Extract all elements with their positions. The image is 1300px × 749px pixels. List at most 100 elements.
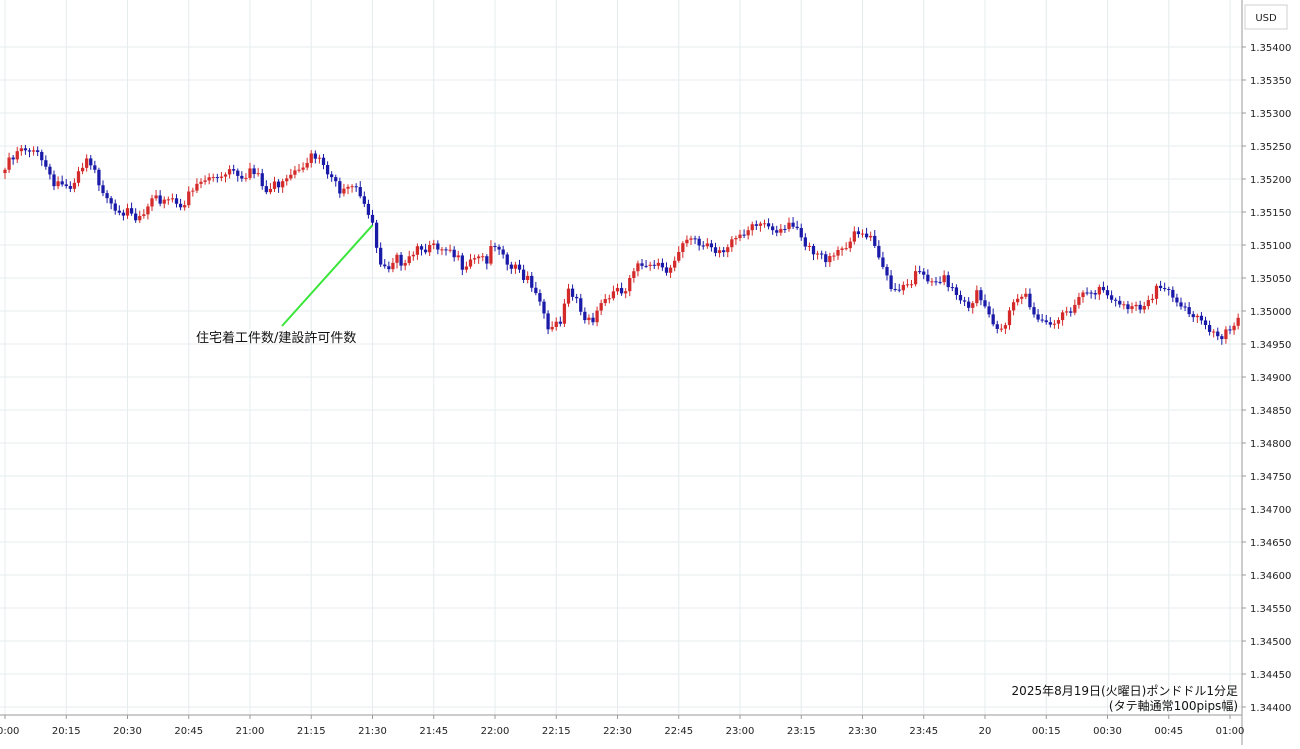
- candle-body: [493, 246, 497, 248]
- candle-body: [640, 263, 644, 266]
- candle-body: [673, 260, 677, 268]
- candle-body: [787, 222, 791, 230]
- candle-body: [113, 203, 117, 211]
- candle-body: [636, 263, 640, 272]
- candle-body: [468, 259, 473, 267]
- candle-body: [1101, 286, 1106, 291]
- candle-body: [930, 281, 934, 283]
- candle-body: [1089, 292, 1093, 294]
- candle-body: [56, 181, 60, 187]
- candle-body: [362, 196, 366, 204]
- time-tick-label: 20:15: [52, 726, 81, 737]
- price-tick-label: 1.34500: [1250, 637, 1291, 648]
- candle-body: [583, 311, 587, 321]
- candle-body: [726, 247, 730, 253]
- candle-body: [72, 182, 77, 189]
- candle-body: [677, 251, 681, 261]
- candle-body: [1028, 293, 1032, 308]
- candle-body: [619, 287, 624, 294]
- candle-body: [599, 303, 603, 311]
- candle-body: [1052, 323, 1057, 325]
- candle-body: [464, 266, 469, 270]
- candle-body: [1024, 293, 1028, 297]
- candle-body: [542, 301, 546, 314]
- price-tick-label: 1.35050: [1250, 274, 1291, 285]
- candle-body: [820, 253, 824, 255]
- candle-body: [195, 183, 199, 191]
- candle-body: [477, 256, 481, 259]
- candle-body: [1199, 315, 1204, 321]
- candle-body: [1187, 307, 1191, 315]
- time-tick-label: 20:45: [174, 726, 203, 737]
- candle-body: [526, 275, 530, 280]
- candle-body: [660, 262, 665, 268]
- candle-body: [648, 264, 652, 266]
- candle-body: [1207, 325, 1212, 332]
- candle-body: [1105, 290, 1110, 296]
- candle-body: [771, 226, 775, 231]
- candle-body: [860, 233, 865, 235]
- candle-body: [811, 245, 816, 255]
- candle-body: [485, 256, 489, 264]
- candle-body: [750, 224, 754, 231]
- time-tick-label: 23:30: [848, 726, 877, 737]
- price-tick-label: 1.34800: [1250, 439, 1291, 450]
- candle-body: [1073, 304, 1077, 313]
- candle-body: [1146, 300, 1150, 307]
- candle-body: [387, 266, 391, 270]
- candle-body: [995, 324, 999, 329]
- candle-body: [285, 178, 289, 182]
- price-tick-label: 1.35300: [1250, 109, 1291, 120]
- time-tick-label: 22:45: [664, 726, 693, 737]
- candle-body: [685, 239, 689, 244]
- candle-body: [40, 151, 44, 161]
- candle-body: [85, 158, 89, 168]
- candle-body: [828, 256, 832, 263]
- candle-body: [395, 254, 399, 263]
- candle-body: [1154, 285, 1159, 299]
- candle-body: [534, 287, 538, 294]
- candle-body: [428, 245, 432, 253]
- time-tick-label: 00:15: [1032, 726, 1061, 737]
- candle-body: [370, 214, 375, 223]
- candle-body: [236, 170, 240, 176]
- candle-body: [950, 287, 954, 289]
- candle-body: [1032, 307, 1036, 315]
- price-tick-label: 1.35150: [1250, 208, 1291, 219]
- candle-body: [664, 267, 669, 273]
- candle-body: [481, 256, 485, 258]
- candle-body: [313, 153, 317, 159]
- candle-body: [215, 177, 219, 179]
- candle-body: [844, 248, 848, 250]
- price-tick-label: 1.35350: [1250, 76, 1291, 87]
- candle-body: [730, 239, 734, 248]
- price-tick-label: 1.34550: [1250, 604, 1291, 615]
- time-tick-label: 20:00: [0, 726, 19, 737]
- candle-body: [546, 313, 550, 330]
- candle-body: [1065, 311, 1069, 313]
- candle-body: [632, 271, 636, 278]
- price-tick-label: 1.35000: [1250, 307, 1291, 318]
- price-tick-label: 1.34400: [1250, 703, 1291, 714]
- candle-body: [713, 247, 718, 253]
- candle-body: [889, 275, 893, 289]
- candle-body: [440, 249, 444, 251]
- candle-body: [252, 168, 256, 175]
- candle-body: [391, 262, 395, 270]
- candle-body: [554, 321, 558, 327]
- candle-body: [926, 274, 930, 282]
- candle-body: [913, 271, 918, 285]
- candle-body: [693, 238, 697, 240]
- price-tick-label: 1.35200: [1250, 175, 1291, 186]
- candle-body: [999, 328, 1003, 330]
- candle-body: [864, 233, 869, 238]
- candle-body: [538, 293, 542, 302]
- candle-body: [256, 173, 260, 175]
- candle-body: [129, 208, 134, 214]
- candle-body: [717, 250, 722, 253]
- candle-body: [791, 222, 795, 227]
- candle-body: [317, 157, 322, 159]
- candle-body: [746, 230, 750, 236]
